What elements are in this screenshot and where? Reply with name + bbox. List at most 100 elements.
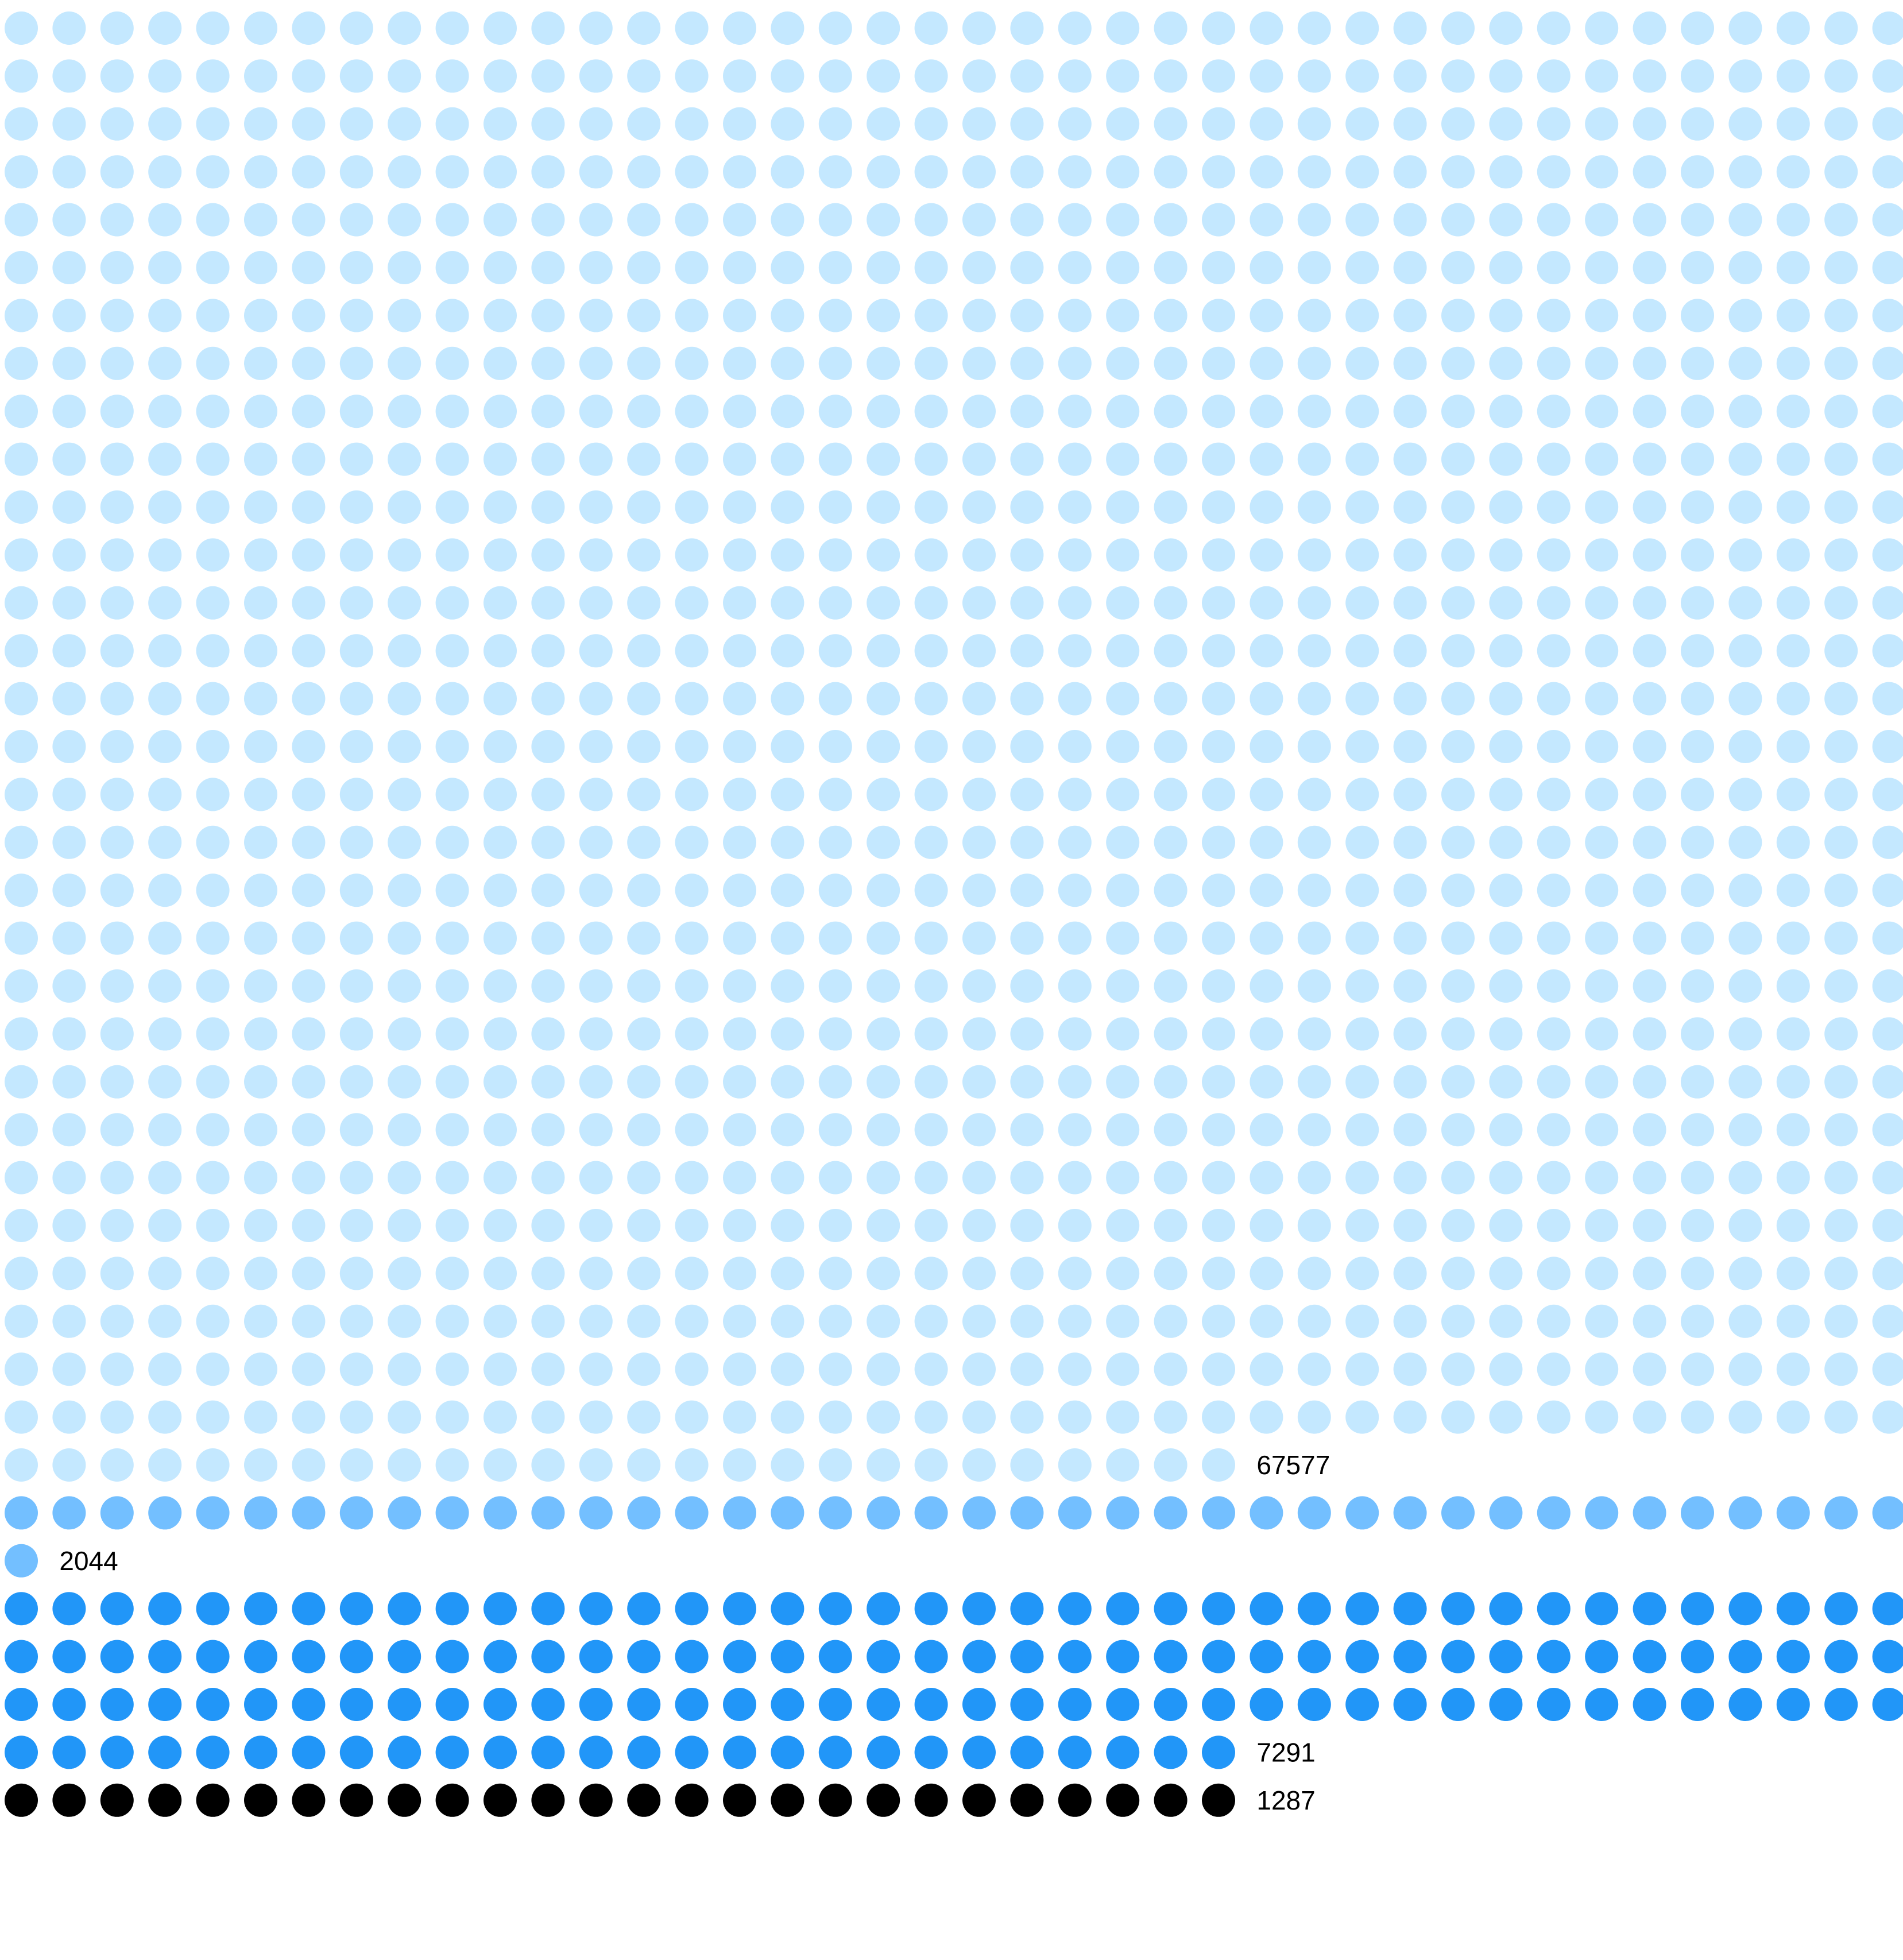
dot-group-0	[1728, 1065, 1762, 1099]
dot-group-0	[339, 346, 373, 380]
dot-group-2	[52, 1640, 86, 1673]
dot-group-0	[1202, 1448, 1235, 1482]
dot-group-0	[5, 490, 38, 524]
dot-group-2	[1776, 1688, 1810, 1721]
dot-group-0	[723, 59, 756, 93]
dot-group-0	[723, 1400, 756, 1434]
dot-group-1	[1250, 1496, 1283, 1530]
dot-group-0	[675, 1304, 709, 1338]
dot-group-0	[1058, 203, 1092, 237]
dot-group-0	[531, 346, 565, 380]
dot-group-0	[435, 1257, 469, 1290]
dot-group-0	[339, 682, 373, 716]
dot-group-3	[148, 1783, 182, 1817]
dot-group-2	[1633, 1640, 1666, 1673]
dot-group-0	[388, 107, 421, 141]
dot-group-0	[1345, 1113, 1379, 1147]
dot-group-0	[1872, 634, 1903, 668]
dot-group-0	[1633, 299, 1666, 333]
dot-group-0	[531, 1017, 565, 1051]
dot-group-0	[484, 11, 517, 45]
dot-group-0	[52, 1017, 86, 1051]
dot-group-0	[1728, 730, 1762, 763]
dot-group-0	[1633, 1209, 1666, 1242]
dot-group-0	[579, 1448, 613, 1482]
dot-group-0	[484, 490, 517, 524]
dot-group-0	[1872, 1113, 1903, 1147]
dot-group-0	[1585, 251, 1619, 284]
dot-group-0	[818, 1304, 852, 1338]
dot-group-0	[100, 873, 134, 907]
dot-group-0	[1010, 155, 1044, 189]
dot-group-0	[1633, 155, 1666, 189]
dot-group-0	[100, 1448, 134, 1482]
dot-group-0	[196, 1017, 230, 1051]
dot-group-0	[1489, 251, 1523, 284]
dot-group-2	[675, 1688, 709, 1721]
dot-group-0	[723, 299, 756, 333]
dot-group-0	[1010, 251, 1044, 284]
dot-group-0	[100, 682, 134, 716]
dot-group-2	[292, 1592, 326, 1626]
dot-group-2	[1106, 1735, 1140, 1769]
dot-group-0	[292, 969, 326, 1003]
dot-group-0	[100, 346, 134, 380]
dot-group-0	[1106, 921, 1140, 955]
dot-group-0	[1728, 1161, 1762, 1194]
dot-group-0	[818, 1209, 852, 1242]
dot-group-2	[1345, 1688, 1379, 1721]
dot-group-0	[1824, 59, 1858, 93]
dot-group-0	[244, 1209, 277, 1242]
dot-group-0	[1393, 1017, 1427, 1051]
dot-group-0	[1681, 251, 1714, 284]
dot-group-0	[867, 251, 900, 284]
dot-group-0	[818, 442, 852, 476]
dot-group-0	[1106, 1209, 1140, 1242]
dot-group-0	[1728, 1017, 1762, 1051]
dot-group-0	[435, 107, 469, 141]
dot-group-0	[292, 921, 326, 955]
dot-group-0	[1345, 1017, 1379, 1051]
dot-group-0	[196, 59, 230, 93]
dot-group-0	[1489, 346, 1523, 380]
dot-group-0	[962, 1209, 996, 1242]
dot-group-0	[292, 155, 326, 189]
dot-group-0	[1537, 490, 1571, 524]
dot-group-0	[484, 1017, 517, 1051]
dot-group-0	[148, 1161, 182, 1194]
dot-group-0	[148, 1400, 182, 1434]
dot-group-0	[1250, 251, 1283, 284]
dot-group-0	[1585, 1113, 1619, 1147]
dot-group-2	[914, 1592, 948, 1626]
dot-group-0	[1202, 1352, 1235, 1386]
dot-group-0	[5, 921, 38, 955]
dot-group-0	[1728, 490, 1762, 524]
dot-group-1	[339, 1496, 373, 1530]
dot-group-0	[867, 778, 900, 811]
dot-group-0	[771, 538, 804, 572]
dot-group-0	[1585, 395, 1619, 428]
dot-group-0	[1010, 107, 1044, 141]
dot-group-0	[1106, 1161, 1140, 1194]
dot-group-0	[1633, 1352, 1666, 1386]
dot-group-2	[1106, 1592, 1140, 1626]
dot-group-0	[1106, 490, 1140, 524]
dot-group-0	[196, 825, 230, 859]
dot-group-2	[388, 1640, 421, 1673]
dot-group-0	[675, 1448, 709, 1482]
dot-group-0	[723, 251, 756, 284]
dot-group-1	[531, 1496, 565, 1530]
dot-group-0	[52, 969, 86, 1003]
dot-group-0	[675, 682, 709, 716]
dot-group-0	[484, 778, 517, 811]
dot-group-0	[1202, 586, 1235, 620]
dot-group-0	[1297, 586, 1331, 620]
dot-group-0	[1824, 1161, 1858, 1194]
dot-group-0	[196, 921, 230, 955]
dot-group-2	[1250, 1688, 1283, 1721]
dot-group-0	[1585, 921, 1619, 955]
dot-group-0	[579, 1113, 613, 1147]
dot-group-0	[1106, 778, 1140, 811]
dot-group-0	[5, 155, 38, 189]
dot-group-0	[579, 299, 613, 333]
